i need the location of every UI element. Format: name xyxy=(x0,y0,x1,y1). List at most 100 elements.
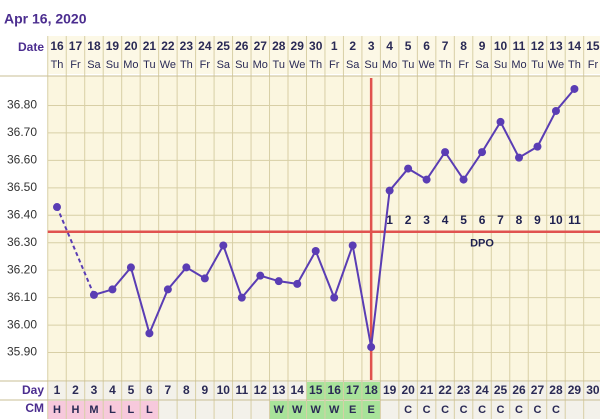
y-tick-label: 36.20 xyxy=(7,262,37,276)
date-label: 23 xyxy=(180,39,194,53)
weekday-label: Th xyxy=(439,59,452,71)
weekday-label: Su xyxy=(235,59,248,71)
cm-label: H xyxy=(53,404,61,416)
cm-label: E xyxy=(367,404,374,416)
temperature-point xyxy=(551,106,560,115)
cm-label: L xyxy=(128,404,135,416)
temperature-point xyxy=(533,142,542,151)
y-tick-label: 36.30 xyxy=(7,235,37,249)
temperature-point xyxy=(367,343,376,352)
weekday-label: Su xyxy=(364,59,377,71)
date-label: 26 xyxy=(235,39,249,53)
x-tick-label: 15 xyxy=(309,383,323,397)
temperature-point xyxy=(108,285,117,294)
date-label: 7 xyxy=(442,39,449,53)
date-label: 17 xyxy=(69,39,83,53)
date-label: 12 xyxy=(531,39,545,53)
x-tick-label: 2 xyxy=(72,383,79,397)
weekday-label: Sa xyxy=(475,59,489,71)
temperature-point xyxy=(570,84,579,93)
cm-label: W xyxy=(274,404,285,416)
weekday-label: Mo xyxy=(253,59,268,71)
dpo-label: DPO xyxy=(470,238,494,250)
x-tick-label: 10 xyxy=(217,383,231,397)
x-tick-label: 7 xyxy=(165,383,172,397)
x-tick-label: 30 xyxy=(586,383,600,397)
weekday-label: We xyxy=(548,59,564,71)
x-tick-label: 9 xyxy=(201,383,208,397)
dpo-number: 3 xyxy=(423,213,430,227)
date-label: 5 xyxy=(405,39,412,53)
x-tick-label: 8 xyxy=(183,383,190,397)
x-tick-label: 16 xyxy=(328,383,342,397)
weekday-label: Th xyxy=(568,59,581,71)
date-label: 20 xyxy=(124,39,138,53)
cm-label: C xyxy=(534,404,542,416)
date-label: 8 xyxy=(460,39,467,53)
x-tick-label: 13 xyxy=(272,383,286,397)
cm-cell xyxy=(121,401,141,419)
chart-title: Apr 16, 2020 xyxy=(4,11,87,27)
x-tick-label: 20 xyxy=(401,383,415,397)
cm-label: C xyxy=(552,404,560,416)
cm-label: M xyxy=(89,404,98,416)
temperature-point xyxy=(459,175,468,184)
date-label: 19 xyxy=(106,39,120,53)
date-label: 11 xyxy=(513,39,526,53)
cm-label: L xyxy=(146,404,153,416)
temperature-point xyxy=(53,203,61,212)
cm-cell xyxy=(288,401,307,419)
day-highlight xyxy=(343,382,362,400)
dpo-number: 5 xyxy=(460,213,467,227)
x-tick-label: 26 xyxy=(512,383,526,397)
weekday-label: Mo xyxy=(123,59,138,71)
cm-label: C xyxy=(497,404,505,416)
weekday-label: Fr xyxy=(200,59,211,71)
temperature-point xyxy=(274,277,283,286)
cm-label: C xyxy=(441,404,449,416)
weekday-label: Sa xyxy=(87,59,101,71)
date-label: 10 xyxy=(494,39,508,53)
weekday-label: Sa xyxy=(217,59,231,71)
weekday-label: Fr xyxy=(329,59,340,71)
temperature-point xyxy=(441,148,450,157)
dpo-number: 11 xyxy=(568,213,581,227)
cm-label: H xyxy=(72,404,80,416)
dpo-number: 4 xyxy=(442,213,449,227)
date-label: 4 xyxy=(386,39,393,53)
gap-bridge xyxy=(56,206,95,296)
temperature-point xyxy=(163,285,172,294)
x-tick-label: 24 xyxy=(475,383,489,397)
temperature-point xyxy=(311,246,320,255)
temperature-point xyxy=(182,263,191,272)
date-label: 13 xyxy=(549,39,563,53)
temperature-point xyxy=(200,274,209,283)
date-label: 14 xyxy=(568,39,582,53)
x-tick-label: 23 xyxy=(457,383,471,397)
cm-cell xyxy=(343,401,362,419)
date-label: 27 xyxy=(254,39,268,53)
x-tick-label: 28 xyxy=(549,383,563,397)
day-highlight xyxy=(324,382,344,400)
date-label: 30 xyxy=(309,39,323,53)
weekday-label: We xyxy=(418,59,434,71)
y-tick-label: 36.70 xyxy=(7,125,37,139)
x-tick-label: 3 xyxy=(91,383,98,397)
cm-cell xyxy=(361,401,381,419)
dpo-number: 8 xyxy=(516,213,523,227)
date-label: 2 xyxy=(349,39,356,53)
date-label: 15 xyxy=(586,39,600,53)
temperature-point xyxy=(256,271,265,280)
x-tick-label: 19 xyxy=(383,383,397,397)
x-tick-label: 21 xyxy=(420,383,434,397)
temperature-point xyxy=(348,241,357,250)
date-label: 3 xyxy=(368,39,375,53)
weekday-label: Su xyxy=(106,59,119,71)
x-tick-label: 18 xyxy=(364,383,378,397)
weekday-label: Fr xyxy=(458,59,469,71)
date-label: 24 xyxy=(198,39,212,53)
plot-area xyxy=(48,76,600,381)
weekday-label: Mo xyxy=(382,59,397,71)
temperature-point xyxy=(478,148,487,157)
